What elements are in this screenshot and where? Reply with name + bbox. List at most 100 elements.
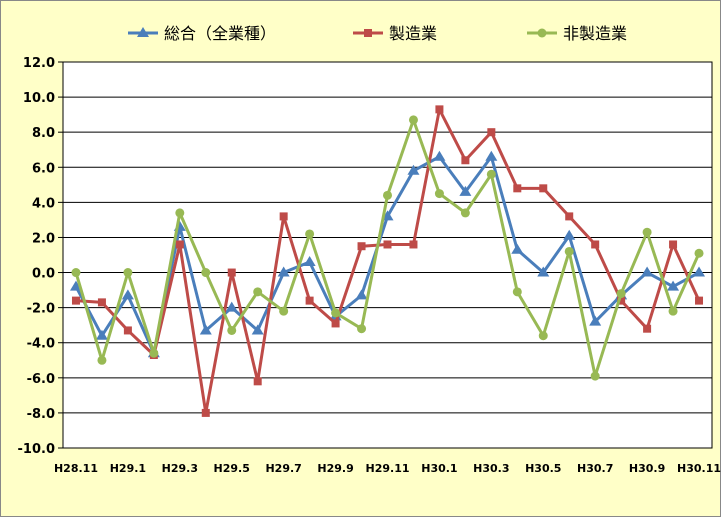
data-point-triangle [95,329,108,340]
data-point-triangle [225,301,238,312]
data-point-circle [694,248,704,258]
data-point-circle [279,306,289,316]
data-point-triangle [693,266,706,277]
data-point-triangle [355,289,368,300]
data-point-circle [201,268,211,278]
data-point-circle [616,289,626,299]
data-point-circle [227,325,237,335]
data-point-circle [537,28,547,38]
data-point-triangle [251,324,264,335]
data-point-square [487,128,496,137]
data-point-square [643,324,652,333]
x-tick-label: H29.1 [110,462,146,475]
data-point-circle [305,229,315,239]
data-point-circle [331,308,341,318]
data-point-square [201,408,210,417]
data-point-square [331,319,340,328]
data-point-square [565,212,574,221]
x-tick-label: H30.9 [629,462,665,475]
data-point-triangle [277,266,290,277]
data-point-circle [408,115,418,125]
y-tick-label: 2.0 [32,231,55,246]
x-tick-label: H29.3 [162,462,198,475]
data-point-triangle [563,229,576,240]
data-point-circle [357,324,367,334]
legend-label: 総合（全業種） [164,24,276,43]
data-point-square [513,184,522,193]
data-point-square [364,29,372,37]
data-point-circle [434,189,444,199]
data-point-square [175,240,184,249]
legend-item: 非製造業 [527,24,627,43]
y-tick-label: -6.0 [27,372,55,387]
y-tick-label: 8.0 [32,126,55,141]
data-point-square [669,240,678,249]
legend: 総合（全業種） 製造業 非製造業 [128,24,627,43]
x-tick-label: H30.5 [525,462,561,475]
data-point-square [305,296,314,305]
data-point-circle [383,190,392,200]
data-point-circle [175,208,185,218]
data-point-circle [123,268,133,278]
x-axis-ticks: H28.11 H29.1 H29.3 H29.5 H29.7 H29.9 H29.11 H30… [54,462,721,475]
data-point-circle [149,348,159,358]
data-point-triangle [433,150,446,161]
data-point-circle [590,371,600,381]
series-group [69,105,706,417]
data-point-square [539,184,548,193]
data-point-triangle [199,324,212,335]
data-point-square [253,377,262,386]
data-point-square [383,240,392,249]
data-point-triangle [121,289,134,300]
data-point-square [591,240,600,249]
x-tick-label: H29.5 [214,462,250,475]
data-point-triangle [485,150,498,161]
data-point-triangle [641,266,654,277]
y-tick-label: 4.0 [32,196,55,211]
data-point-circle [512,287,522,297]
y-tick-label: 0.0 [32,267,55,282]
x-tick-label: H30.3 [473,462,509,475]
data-point-square [357,242,366,251]
data-point-triangle [303,256,316,267]
y-tick-label: -8.0 [27,407,55,422]
data-point-square [435,105,444,114]
data-point-circle [538,331,548,341]
data-point-triangle [69,280,82,291]
data-point-square [461,156,470,165]
y-tick-label: 6.0 [32,161,55,176]
data-point-circle [253,287,263,297]
data-point-triangle [511,243,524,254]
y-tick-label: 10.0 [23,91,55,106]
x-tick-label: H29.9 [317,462,353,475]
legend-item: 製造業 [353,24,437,43]
x-tick-label: H30.1 [421,462,457,475]
x-tick-label: H30.11 [677,462,721,475]
gridlines [58,61,713,449]
x-tick-label: H29.7 [265,462,301,475]
data-point-circle [668,306,678,316]
x-tick-label: H30.7 [577,462,613,475]
data-point-circle [564,246,574,256]
data-point-circle [460,208,470,218]
y-tick-label: -2.0 [27,302,55,317]
data-point-triangle [537,266,550,277]
data-point-triangle [667,280,680,291]
x-tick-label: H28.11 [54,462,98,475]
y-tick-label: 12.0 [23,56,55,71]
data-point-square [97,298,106,307]
data-point-square [71,296,80,305]
y-tick-label: -10.0 [18,442,55,457]
data-point-circle [486,169,496,179]
series-3 [71,115,704,381]
legend-label: 製造業 [389,24,437,43]
data-point-triangle [589,315,602,326]
data-point-square [617,296,626,305]
data-point-triangle [459,185,472,196]
data-point-circle [642,227,652,237]
y-axis-ticks: 12.0 10.0 8.0 6.0 4.0 2.0 0.0 -2.0 -4.0 -6.0 -8.0 -… [18,56,55,457]
data-point-square [409,240,418,249]
data-point-circle [71,268,81,278]
